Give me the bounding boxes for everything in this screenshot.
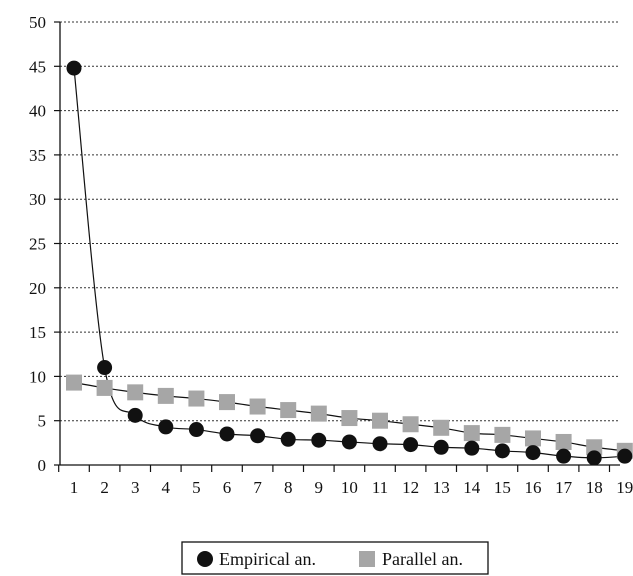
x-tick-label: 17 — [555, 478, 573, 497]
x-tick-label: 3 — [131, 478, 140, 497]
x-axis-ticks: 1 2 3 4 5 6 7 8 9 10 11 12 13 14 15 16 17 18 19 — [58, 465, 633, 497]
parallel-point — [127, 384, 144, 401]
grid-lines — [60, 21, 620, 422]
empirical-point — [494, 443, 510, 459]
legend-box — [181, 541, 489, 575]
parallel-point — [341, 410, 358, 427]
empirical-point — [372, 436, 388, 452]
empirical-point — [617, 448, 633, 464]
x-tick-label: 5 — [192, 478, 201, 497]
y-tick-label: 20 — [29, 279, 46, 298]
y-tick-label: 45 — [29, 57, 46, 76]
empirical-point — [433, 439, 449, 455]
parallel-point — [219, 394, 235, 411]
legend-label-empirical: Empirical an. — [219, 549, 316, 569]
parallel-point — [188, 390, 205, 407]
y-tick-label: 35 — [29, 146, 46, 165]
empirical-point — [525, 445, 541, 461]
empirical-point — [464, 440, 480, 456]
parallel-point — [157, 387, 174, 404]
parallel-point — [310, 405, 327, 422]
x-tick-label: 9 — [315, 478, 324, 497]
x-tick-label: 6 — [223, 478, 232, 497]
parallel-point — [586, 439, 603, 456]
y-axis-ticks: 0 5 10 15 20 25 30 35 40 45 50 — [29, 13, 60, 475]
empirical-point — [188, 422, 204, 438]
empirical-point — [556, 448, 572, 464]
series-markers — [66, 60, 633, 466]
series-lines — [73, 68, 625, 459]
empirical-point — [586, 450, 602, 466]
y-tick-label: 15 — [29, 323, 46, 342]
parallel-point — [402, 416, 419, 433]
legend-label-parallel: Parallel an. — [382, 549, 463, 569]
y-tick-label: 30 — [29, 190, 46, 209]
empirical-point — [66, 60, 82, 76]
empirical-point — [250, 428, 266, 444]
empirical-point — [280, 431, 296, 447]
y-tick-label: 10 — [29, 367, 46, 386]
x-tick-label: 8 — [284, 478, 293, 497]
x-tick-label: 14 — [463, 478, 481, 497]
y-tick-label: 25 — [29, 235, 46, 254]
y-tick-label: 50 — [29, 13, 46, 32]
empirical-point — [158, 419, 174, 435]
legend: Empirical an. Parallel an. — [181, 541, 489, 575]
parallel-point — [96, 379, 113, 396]
parallel-point — [463, 425, 480, 442]
x-tick-label: 11 — [372, 478, 388, 497]
x-tick-label: 12 — [402, 478, 419, 497]
x-tick-label: 13 — [433, 478, 450, 497]
x-tick-label: 7 — [253, 478, 262, 497]
empirical-point — [341, 434, 357, 450]
series-line-empirical — [73, 68, 625, 459]
empirical-point — [403, 437, 419, 453]
y-tick-label: 0 — [38, 456, 47, 475]
parallel-point — [555, 433, 572, 450]
parallel-point — [66, 374, 82, 391]
empirical-point — [311, 432, 327, 448]
empirical-point — [219, 426, 235, 442]
legend-marker-parallel — [359, 551, 375, 567]
x-tick-label: 1 — [70, 478, 79, 497]
parallel-point — [525, 430, 541, 447]
parallel-point — [249, 398, 266, 415]
x-tick-label: 2 — [100, 478, 109, 497]
parallel-point — [494, 426, 511, 443]
x-tick-label: 16 — [525, 478, 542, 497]
x-tick-label: 10 — [341, 478, 358, 497]
parallel-point — [372, 412, 388, 429]
empirical-point — [127, 407, 143, 423]
x-tick-label: 15 — [494, 478, 511, 497]
parallel-point — [433, 419, 450, 436]
x-tick-label: 19 — [616, 478, 633, 497]
parallel-point — [280, 402, 297, 419]
empirical-point — [97, 360, 113, 376]
x-tick-label: 18 — [586, 478, 603, 497]
y-tick-label: 5 — [38, 412, 47, 431]
x-tick-label: 4 — [162, 478, 171, 497]
legend-marker-empirical — [197, 551, 213, 567]
y-tick-label: 40 — [29, 102, 46, 121]
